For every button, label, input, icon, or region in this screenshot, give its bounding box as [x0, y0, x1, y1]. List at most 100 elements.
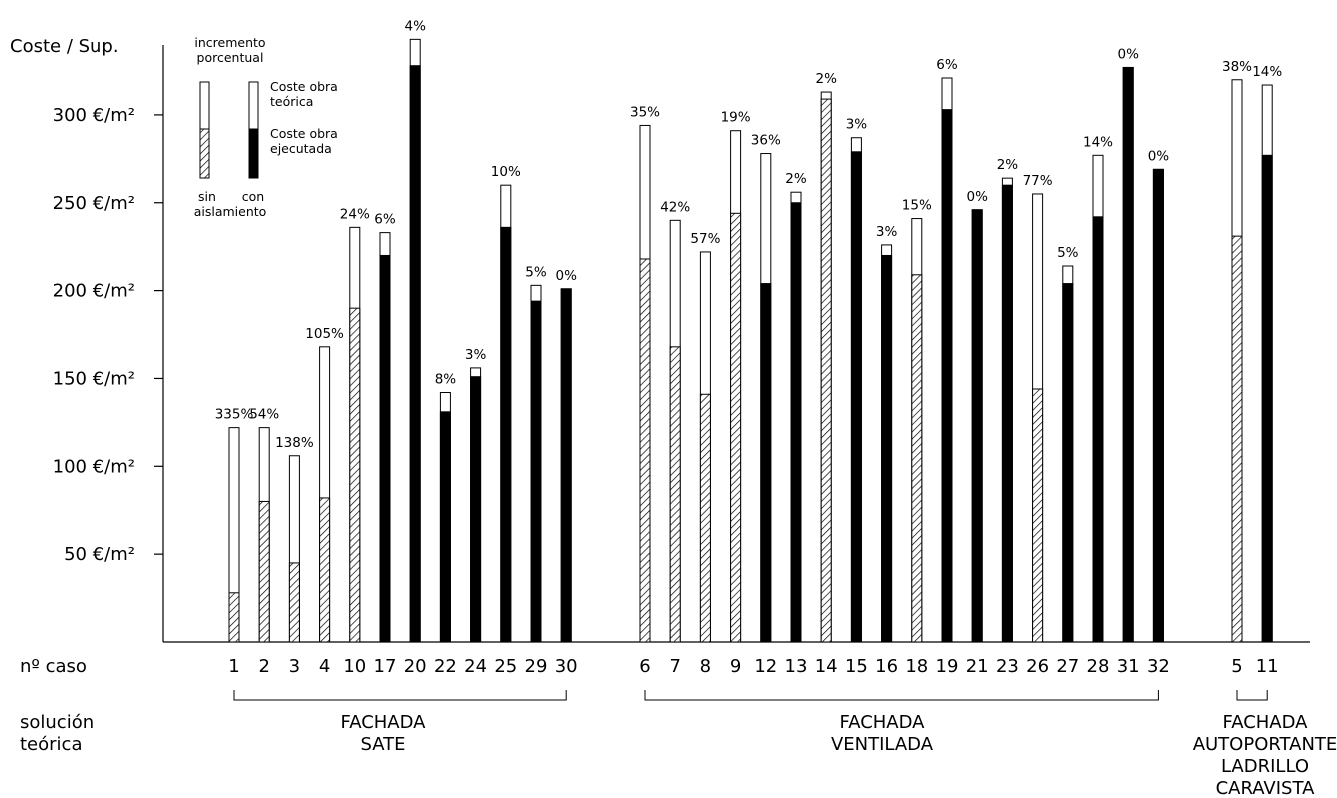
bar-ejecutada: [530, 300, 542, 643]
bar-ejecutada: [1092, 216, 1104, 643]
data-label-incremento: 0%: [1148, 148, 1170, 164]
legend-title: porcentual: [197, 50, 264, 65]
x-tick-label: 3: [289, 656, 300, 677]
group-bracket: [644, 690, 1159, 701]
data-label-incremento: 10%: [491, 164, 521, 180]
x-tick-label: 24: [464, 656, 487, 677]
data-label-incremento: 335%: [215, 407, 254, 423]
bar-ejecutada: [941, 109, 953, 643]
group-label: FACHADA: [1223, 712, 1309, 733]
bar-ejecutada: [439, 411, 451, 643]
bar-ejecutada: [850, 151, 862, 643]
bar-ejecutada: [669, 346, 681, 643]
bar-ejecutada: [409, 65, 421, 643]
x-tick-label: 27: [1056, 656, 1079, 677]
group-bracket: [233, 690, 567, 701]
x-tick-label: 20: [404, 656, 427, 677]
x-tick-label: 14: [815, 656, 838, 677]
data-label-incremento: 2%: [997, 157, 1019, 173]
bar-ejecutada: [560, 288, 572, 643]
data-label-incremento: 35%: [630, 104, 660, 120]
x-tick-label: 9: [730, 656, 741, 677]
group-axis-label: teórica: [20, 734, 82, 755]
y-tick-label: 300 €/m²: [53, 105, 135, 126]
x-tick-label: 15: [845, 656, 868, 677]
bar-ejecutada: [470, 376, 482, 643]
x-tick-label: 23: [996, 656, 1019, 677]
data-label-incremento: 105%: [305, 326, 344, 342]
x-tick-label: 6: [639, 656, 650, 677]
data-label-incremento: 19%: [721, 110, 751, 126]
data-label-incremento: 38%: [1222, 59, 1252, 75]
bar-ejecutada: [639, 258, 651, 643]
x-tick-label: 26: [1026, 656, 1049, 677]
bar-ejecutada: [1152, 168, 1164, 643]
bar-ejecutada: [820, 98, 832, 643]
bar-ejecutada: [1261, 154, 1273, 643]
bar-ejecutada: [1062, 283, 1074, 643]
x-tick-label: 4: [319, 656, 330, 677]
x-tick-label: 22: [434, 656, 457, 677]
x-tick-label: 19: [936, 656, 959, 677]
data-label-incremento: 57%: [690, 231, 720, 247]
data-label-incremento: 8%: [435, 372, 457, 388]
data-label-incremento: 0%: [555, 268, 577, 284]
x-tick-label: 11: [1256, 656, 1279, 677]
data-label-incremento: 3%: [876, 224, 898, 240]
x-tick-label: 30: [555, 656, 578, 677]
bar-ejecutada: [699, 393, 711, 643]
x-tick-label: 10: [343, 656, 366, 677]
y-tick-label: 200 €/m²: [53, 281, 135, 302]
data-label-incremento: 36%: [751, 133, 781, 149]
bar-ejecutada: [760, 283, 772, 643]
legend-sample-con-fill: [248, 128, 259, 179]
group-label: VENTILADA: [831, 734, 934, 755]
data-label-incremento: 42%: [660, 199, 690, 215]
data-label-incremento: 3%: [465, 347, 487, 363]
legend-teorica: Coste obra: [270, 79, 338, 94]
group-label: AUTOPORTANTE: [1193, 734, 1337, 755]
group-label: SATE: [360, 734, 405, 755]
y-tick-label: 150 €/m²: [53, 368, 135, 389]
data-label-incremento: 24%: [340, 206, 370, 222]
bar-ejecutada: [790, 202, 802, 643]
x-tick-label: 18: [905, 656, 928, 677]
data-label-incremento: 4%: [404, 18, 426, 34]
x-tick-label: 1: [228, 656, 239, 677]
legend-ejecutada: Coste obra: [270, 126, 338, 141]
group-label: CARAVISTA: [1216, 778, 1315, 798]
y-tick-label: 50 €/m²: [64, 544, 135, 565]
bar-ejecutada: [1032, 388, 1044, 643]
x-tick-label: 7: [669, 656, 680, 677]
x-tick-label: 16: [875, 656, 898, 677]
group-label: FACHADA: [341, 712, 427, 733]
group-bracket: [1236, 690, 1268, 701]
data-label-incremento: 14%: [1252, 64, 1282, 80]
bar-ejecutada: [1231, 235, 1243, 643]
legend-sin: aislamiento: [194, 204, 267, 219]
x-tick-label: 2: [258, 656, 269, 677]
y-tick-label: 100 €/m²: [53, 456, 135, 477]
bar-ejecutada: [288, 562, 300, 643]
x-tick-label: 28: [1087, 656, 1110, 677]
y-axis-title: Coste / Sup.: [10, 36, 119, 57]
x-tick-label: 32: [1147, 656, 1170, 677]
bar-ejecutada: [379, 254, 391, 643]
data-label-incremento: 77%: [1023, 173, 1053, 189]
legend-teorica: teórica: [270, 94, 313, 109]
data-label-incremento: 15%: [902, 198, 932, 214]
data-label-incremento: 0%: [1117, 46, 1139, 62]
data-label-incremento: 5%: [1057, 245, 1079, 261]
x-tick-label: 8: [700, 656, 711, 677]
x-tick-label: 5: [1231, 656, 1242, 677]
bar-ejecutada: [258, 500, 270, 643]
data-label-incremento: 2%: [785, 171, 807, 187]
bar-ejecutada: [349, 307, 361, 643]
x-axis-title: nº caso: [20, 656, 87, 677]
data-label-incremento: 3%: [846, 117, 868, 133]
bar-ejecutada: [500, 226, 512, 643]
legend-title: incremento: [194, 35, 265, 50]
x-tick-label: 13: [785, 656, 808, 677]
bar-ejecutada: [1122, 66, 1134, 643]
x-tick-label: 25: [494, 656, 517, 677]
